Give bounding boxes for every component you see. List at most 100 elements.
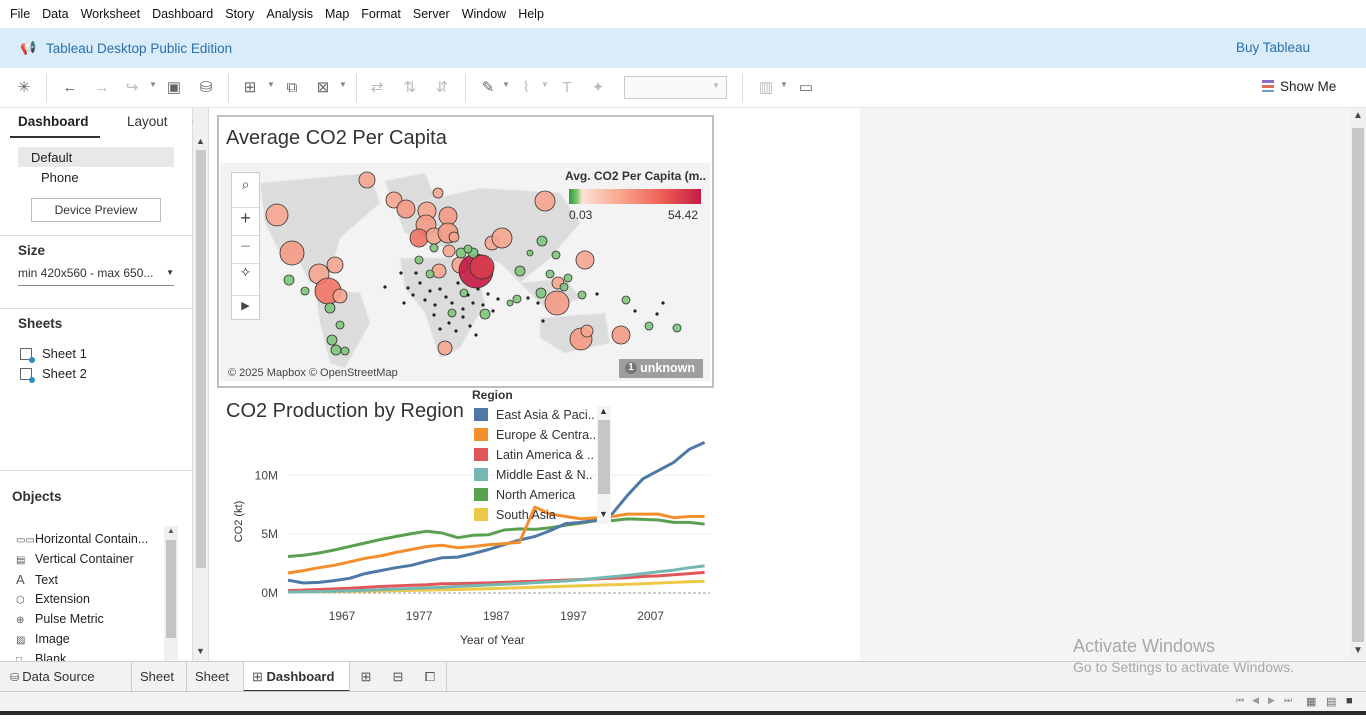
- scroll-thumb[interactable]: [1352, 128, 1364, 642]
- clear-dropdown-icon[interactable]: ▼: [339, 80, 347, 89]
- region-legend-item[interactable]: South Asia: [474, 508, 556, 522]
- map-point[interactable]: [433, 303, 437, 307]
- map-bubble[interactable]: [545, 269, 555, 279]
- map-point[interactable]: [486, 292, 490, 296]
- map-bubble[interactable]: [563, 273, 573, 283]
- map-point[interactable]: [491, 309, 495, 313]
- map-point[interactable]: [481, 303, 485, 307]
- duplicate-icon[interactable]: ⧉: [286, 79, 298, 96]
- scroll-thumb[interactable]: [598, 420, 610, 494]
- tab-sheet-1[interactable]: Sheet 1: [132, 662, 187, 713]
- map-bubble[interactable]: [559, 282, 569, 292]
- map-bubble[interactable]: [432, 187, 444, 199]
- map-bubble[interactable]: [431, 263, 447, 279]
- map-bubble[interactable]: [463, 244, 473, 254]
- redo-icon[interactable]: →: [94, 79, 110, 96]
- device-default[interactable]: Default: [18, 147, 174, 167]
- map-bubble[interactable]: [672, 323, 682, 333]
- region-legend-item[interactable]: East Asia & Paci..: [474, 408, 595, 422]
- region-legend-item[interactable]: Europe & Centra..: [474, 428, 596, 442]
- map-bubble[interactable]: [621, 295, 631, 305]
- map-bubble[interactable]: [414, 255, 424, 265]
- map-point[interactable]: [456, 281, 460, 285]
- objects-scrollbar[interactable]: ▲: [164, 526, 178, 661]
- map-bubble[interactable]: [447, 308, 457, 318]
- fit-width-combo[interactable]: ▼: [624, 76, 727, 99]
- map-bubble[interactable]: [575, 250, 595, 270]
- object-image[interactable]: ▨ Image: [16, 632, 70, 646]
- new-dashboard-icon[interactable]: ⊟: [392, 669, 404, 684]
- menu-item[interactable]: Help: [518, 7, 544, 21]
- map-bubble[interactable]: [335, 320, 345, 330]
- map-bubble[interactable]: [358, 171, 376, 189]
- map-point[interactable]: [454, 329, 458, 333]
- group-icon[interactable]: ⌇: [522, 79, 530, 96]
- map-point[interactable]: [423, 298, 427, 302]
- map-point[interactable]: [450, 301, 454, 305]
- filmstrip-view-icon[interactable]: ▤: [1326, 696, 1337, 708]
- sheet-item[interactable]: Sheet 2: [20, 366, 87, 383]
- highlight-icon[interactable]: ✎: [481, 79, 495, 96]
- menu-item[interactable]: Data: [42, 7, 69, 21]
- map-point[interactable]: [414, 271, 418, 275]
- map-point[interactable]: [496, 297, 500, 301]
- sort-descending-icon[interactable]: ⇵: [435, 79, 449, 96]
- menu-item[interactable]: Server: [412, 7, 450, 21]
- scroll-thumb[interactable]: [196, 150, 206, 568]
- presentation-mode-icon[interactable]: ▭: [798, 79, 814, 96]
- map-bubble[interactable]: [448, 231, 460, 243]
- map-bubble[interactable]: [385, 191, 403, 209]
- unknown-locations-badge[interactable]: 1 unknown: [619, 359, 703, 378]
- next-sheet-icon[interactable]: ▶: [1268, 695, 1275, 705]
- scroll-up-icon[interactable]: ▲: [167, 526, 175, 535]
- map-point[interactable]: [432, 313, 436, 317]
- new-worksheet-icon[interactable]: ⊞: [243, 79, 257, 96]
- undo-icon[interactable]: ←: [62, 79, 78, 96]
- map-bubble[interactable]: [332, 288, 348, 304]
- map-bubble[interactable]: [330, 344, 342, 356]
- scroll-down-icon[interactable]: ▼: [196, 646, 205, 656]
- object-extension[interactable]: ⬡ Extension: [16, 592, 90, 606]
- map-point[interactable]: [438, 287, 442, 291]
- grid-view-icon[interactable]: ▦: [1306, 696, 1317, 708]
- object-pulse-metric[interactable]: ⊕ Pulse Metric: [16, 612, 104, 626]
- map-point[interactable]: [471, 301, 475, 305]
- scroll-down-icon[interactable]: ▼: [599, 509, 608, 519]
- map-bubble[interactable]: [438, 206, 458, 226]
- scroll-up-icon[interactable]: ▲: [1353, 110, 1363, 121]
- map-bubble[interactable]: [551, 250, 561, 260]
- map-point[interactable]: [461, 307, 465, 311]
- map-point[interactable]: [411, 293, 415, 297]
- buy-tableau-link[interactable]: Buy Tableau: [1235, 40, 1310, 55]
- fix-axes-icon[interactable]: ✦: [591, 79, 605, 96]
- tab-data-source[interactable]: ⛁ Data Source: [0, 662, 132, 692]
- map-point[interactable]: [418, 281, 422, 285]
- map-bubble[interactable]: [526, 249, 534, 257]
- series-line[interactable]: [287, 517, 705, 558]
- last-sheet-icon[interactable]: ⏭: [1284, 695, 1293, 705]
- map-bubble[interactable]: [512, 294, 522, 304]
- map-bubble[interactable]: [279, 240, 305, 266]
- zoom-in-icon[interactable]: +: [232, 207, 259, 229]
- map-bubble[interactable]: [469, 254, 495, 280]
- fit-icon[interactable]: ▥: [758, 79, 774, 96]
- world-map[interactable]: [220, 163, 710, 381]
- map-point[interactable]: [655, 312, 659, 316]
- canvas-scrollbar[interactable]: ▲ ▼: [1350, 108, 1366, 661]
- object-blank[interactable]: □ Blank: [16, 652, 66, 661]
- map-bubble[interactable]: [479, 308, 491, 320]
- object-horizontal-container[interactable]: ▭▭Horizontal Contain...: [16, 532, 148, 546]
- map-bubble[interactable]: [437, 340, 453, 356]
- swap-rows-columns-icon[interactable]: ⇄: [370, 79, 384, 96]
- new-worksheet-dropdown-icon[interactable]: ▼: [267, 80, 275, 89]
- left-pane-scrollbar[interactable]: ▲ ▼: [193, 108, 209, 661]
- menu-item[interactable]: Window: [461, 7, 507, 21]
- map-bubble[interactable]: [544, 290, 570, 316]
- series-line[interactable]: [287, 505, 705, 575]
- map-point[interactable]: [447, 321, 451, 325]
- menu-item[interactable]: Story: [225, 7, 255, 21]
- sort-ascending-icon[interactable]: ⇅: [403, 79, 417, 96]
- map-point[interactable]: [476, 287, 480, 291]
- new-worksheet-icon[interactable]: ⊞: [360, 669, 372, 684]
- map-point[interactable]: [383, 285, 387, 289]
